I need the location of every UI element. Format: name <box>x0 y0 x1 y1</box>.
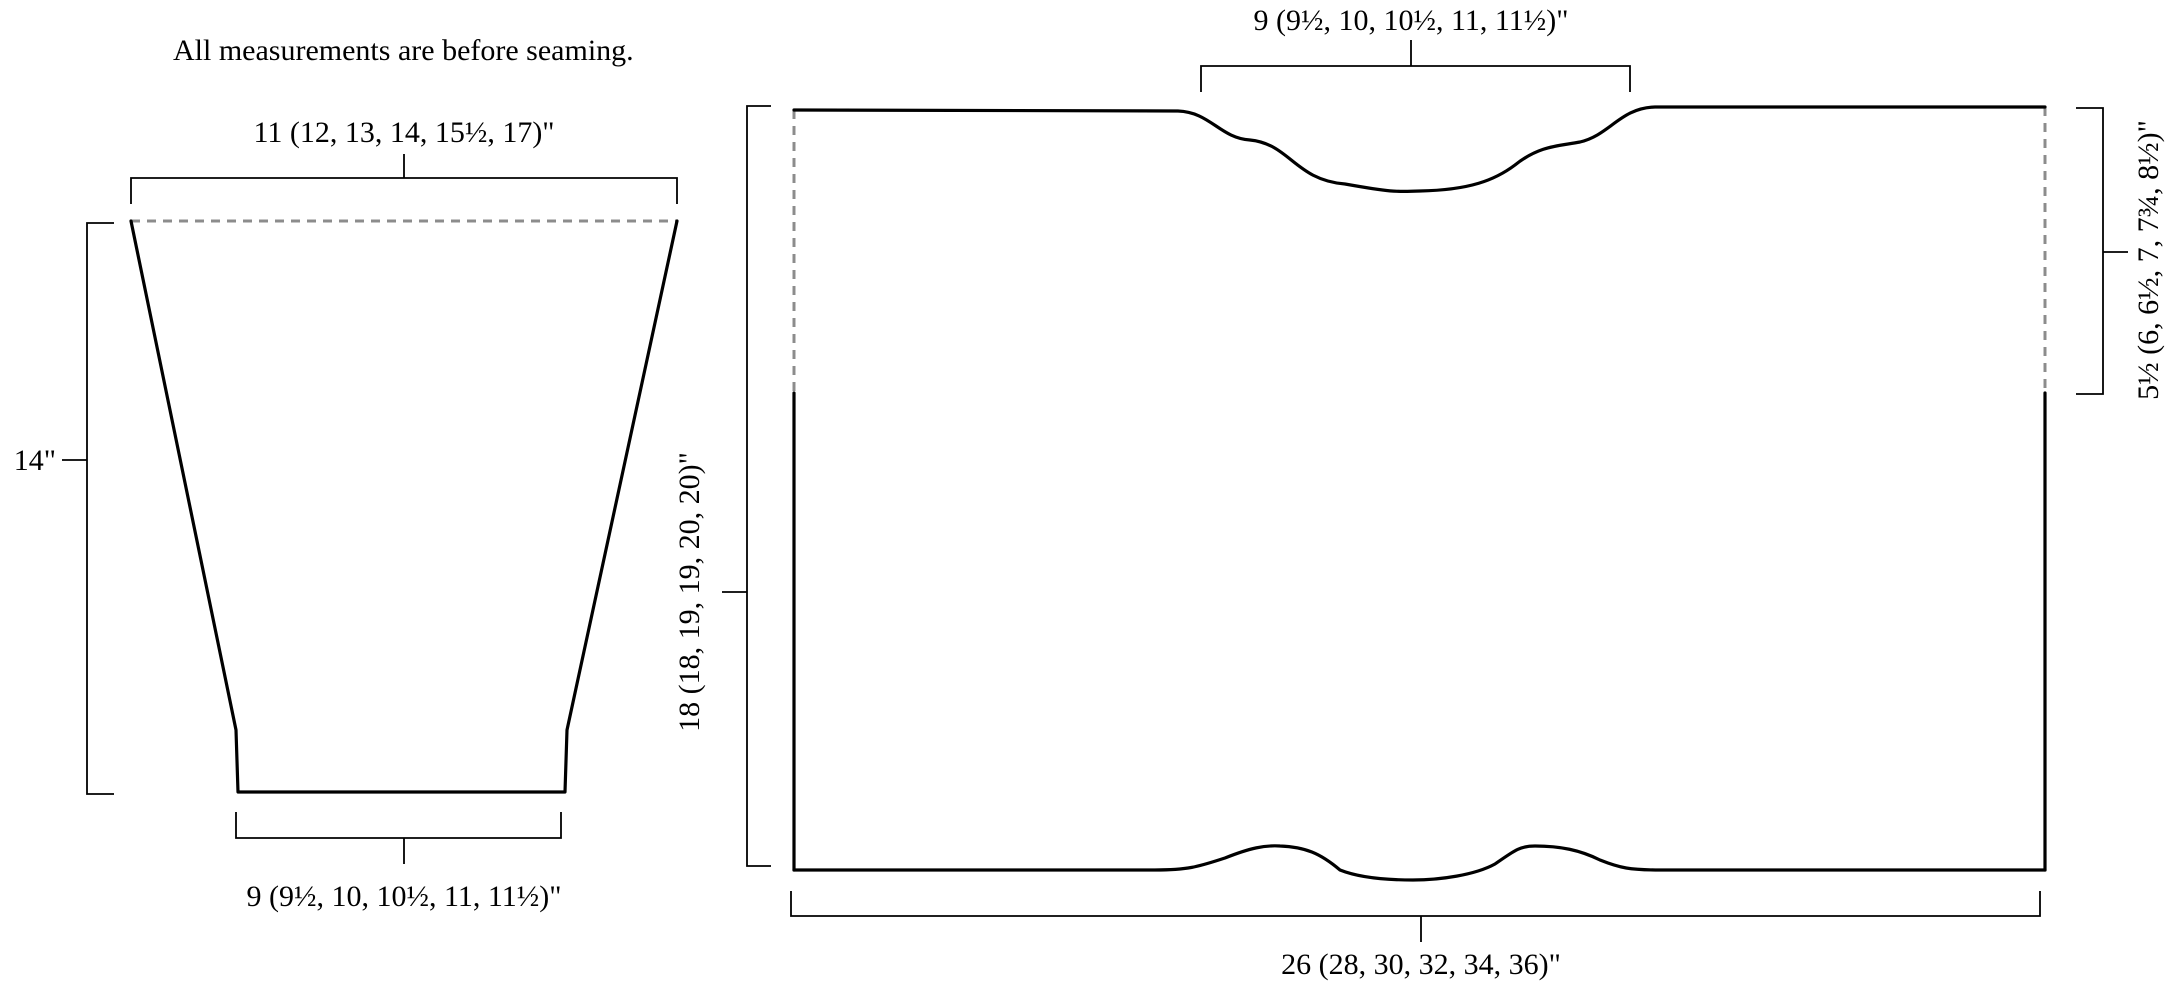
body-neck-width-label: 9 (9½, 10, 10½, 11, 11½)" <box>1254 4 1569 37</box>
sleeve-top-width-label: 11 (12, 13, 14, 15½, 17)" <box>253 116 554 149</box>
body-piece <box>792 105 2047 882</box>
body-armhole-depth-dimension: 5½ (6, 6½, 7, 7¾, 8½)" <box>2076 107 2165 400</box>
body-neck-width-dimension: 9 (9½, 10, 10½, 11, 11½)" <box>1200 4 1631 92</box>
body-length-dimension: 18 (18, 19, 19, 20, 20)" <box>673 105 771 867</box>
sleeve-outline <box>129 219 679 794</box>
body-armhole-depth-label: 5½ (6, 6½, 7, 7¾, 8½)" <box>2132 120 2165 400</box>
sleeve-piece <box>129 219 679 794</box>
sleeve-cuff-width-dimension: 9 (9½, 10, 10½, 11, 11½)" <box>235 812 562 913</box>
body-bottom-edge <box>792 844 2047 882</box>
sleeve-length-label: 14" <box>14 444 56 477</box>
body-length-label: 18 (18, 19, 19, 20, 20)" <box>673 452 706 732</box>
body-width-label: 26 (28, 30, 32, 34, 36)" <box>1281 948 1561 981</box>
note-text: All measurements are before seaming. <box>173 34 634 67</box>
sleeve-cuff-width-label: 9 (9½, 10, 10½, 11, 11½)" <box>247 880 562 913</box>
sleeve-top-width-dimension: 11 (12, 13, 14, 15½, 17)" <box>130 116 678 204</box>
sleeve-length-dimension: 14" <box>14 222 114 795</box>
body-top-edge <box>792 105 2047 194</box>
body-width-dimension: 26 (28, 30, 32, 34, 36)" <box>790 891 2041 981</box>
